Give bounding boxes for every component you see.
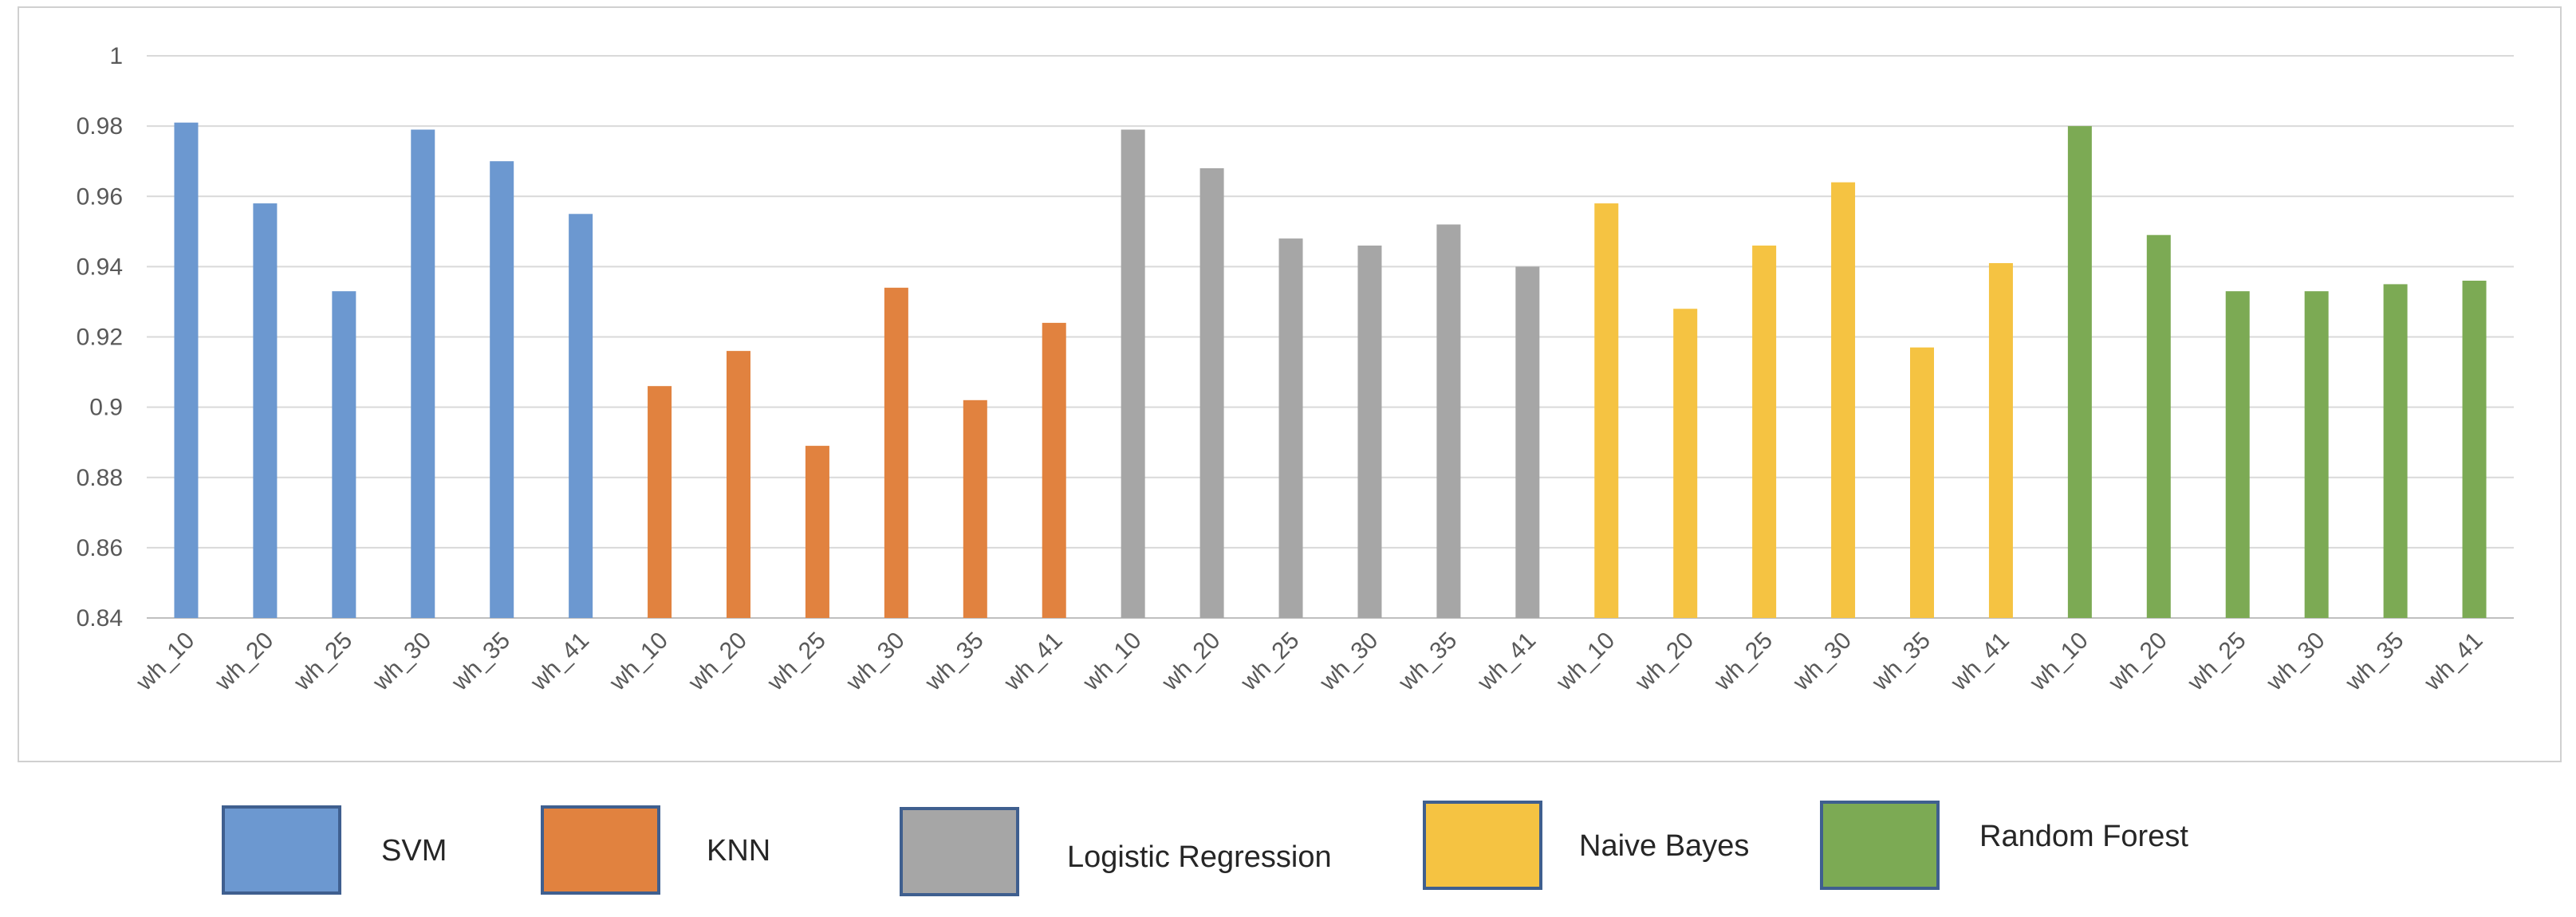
bar-logistic-regression-wh-35 (1436, 225, 1460, 619)
x-tick-label: wh_41 (1472, 628, 1542, 697)
bar-logistic-regression-wh-25 (1279, 238, 1303, 618)
bar-naive-bayes-wh-10 (1594, 203, 1618, 618)
y-tick-label: 0.9 (89, 395, 123, 421)
x-tick-label: wh_41 (1945, 628, 2015, 697)
bar-naive-bayes-wh-41 (1989, 263, 2013, 618)
bar-logistic-regression-wh-41 (1515, 266, 1539, 618)
legend-label-logistic-regression: Logistic Regression (1067, 840, 1332, 875)
x-tick-label: wh_35 (1866, 628, 1936, 697)
x-tick-label: wh_20 (2103, 628, 2172, 697)
bar-svm-wh-20 (253, 203, 277, 618)
legend-label-naive-bayes: Naive Bayes (1579, 829, 1749, 864)
bar-logistic-regression-wh-30 (1357, 246, 1381, 618)
bar-naive-bayes-wh-35 (1910, 348, 1934, 618)
y-tick-label: 0.92 (77, 325, 123, 351)
x-tick-label: wh_25 (1235, 628, 1305, 697)
bar-logistic-regression-wh-10 (1121, 130, 1145, 618)
x-tick-label: wh_25 (289, 628, 358, 697)
x-tick-label: wh_30 (1787, 628, 1857, 697)
bar-svm-wh-35 (490, 161, 514, 618)
legend-swatch-knn (541, 805, 660, 895)
bar-svm-wh-41 (569, 214, 593, 618)
bar-knn-wh-41 (1042, 323, 1066, 618)
legend-swatch-logistic-regression (900, 807, 1019, 896)
bar-naive-bayes-wh-30 (1831, 183, 1855, 618)
bar-random-forest-wh-10 (2068, 126, 2092, 618)
x-tick-label: wh_41 (526, 628, 595, 697)
bar-random-forest-wh-35 (2384, 284, 2408, 618)
y-tick-label: 0.88 (77, 465, 123, 491)
bar-svm-wh-10 (174, 123, 198, 618)
legend-label-knn: KNN (707, 834, 770, 868)
x-tick-label: wh_35 (2340, 628, 2409, 697)
x-tick-label: wh_10 (1077, 628, 1147, 697)
legend-swatch-svm (222, 805, 341, 895)
bar-knn-wh-25 (805, 446, 829, 618)
y-tick-label: 1 (109, 43, 123, 69)
x-tick-label: wh_25 (762, 628, 831, 697)
bar-knn-wh-30 (884, 288, 908, 618)
bar-random-forest-wh-25 (2226, 291, 2250, 618)
y-tick-label: 0.84 (77, 605, 123, 632)
bar-knn-wh-20 (727, 351, 750, 618)
y-tick-label: 0.96 (77, 183, 123, 210)
bar-naive-bayes-wh-25 (1752, 246, 1776, 618)
x-tick-label: wh_41 (998, 628, 1068, 697)
bar-naive-bayes-wh-20 (1673, 309, 1697, 618)
x-tick-label: wh_41 (2419, 628, 2488, 697)
legend-swatch-naive-bayes (1423, 801, 1542, 890)
x-tick-label: wh_30 (2261, 628, 2330, 697)
y-tick-label: 0.94 (77, 254, 123, 280)
y-tick-label: 0.86 (77, 535, 123, 561)
x-tick-label: wh_10 (1551, 628, 1621, 697)
x-tick-label: wh_30 (841, 628, 910, 697)
bar-logistic-regression-wh-20 (1200, 168, 1224, 618)
x-tick-label: wh_10 (604, 628, 673, 697)
x-tick-label: wh_20 (683, 628, 752, 697)
bar-svm-wh-30 (411, 130, 435, 618)
x-tick-label: wh_20 (210, 628, 279, 697)
x-tick-label: wh_30 (368, 628, 437, 697)
x-tick-label: wh_35 (920, 628, 989, 697)
y-tick-label: 0.98 (77, 113, 123, 140)
x-tick-label: wh_25 (1709, 628, 1778, 697)
x-tick-label: wh_35 (1393, 628, 1463, 697)
x-tick-label: wh_25 (2182, 628, 2251, 697)
bar-random-forest-wh-20 (2147, 235, 2171, 618)
chart-frame: 0.84 0.86 0.88 0.9 0.92 0.94 0.96 0.98 1 wh_10 wh_… (18, 6, 2562, 762)
x-tick-label: wh_30 (1314, 628, 1384, 697)
x-tick-label: wh_20 (1156, 628, 1226, 697)
legend-label-svm: SVM (381, 834, 447, 868)
bar-svm-wh-25 (332, 291, 356, 618)
legend-swatch-random-forest (1820, 801, 1940, 890)
bar-random-forest-wh-30 (2305, 291, 2329, 618)
bar-knn-wh-35 (963, 400, 987, 618)
x-tick-label: wh_20 (1630, 628, 1700, 697)
bar-random-forest-wh-41 (2463, 281, 2487, 618)
x-tick-label: wh_10 (131, 628, 200, 697)
x-tick-label: wh_10 (2024, 628, 2093, 697)
bar-knn-wh-10 (648, 386, 672, 618)
legend-label-random-forest: Random Forest (1979, 820, 2188, 854)
x-tick-label: wh_35 (447, 628, 516, 697)
